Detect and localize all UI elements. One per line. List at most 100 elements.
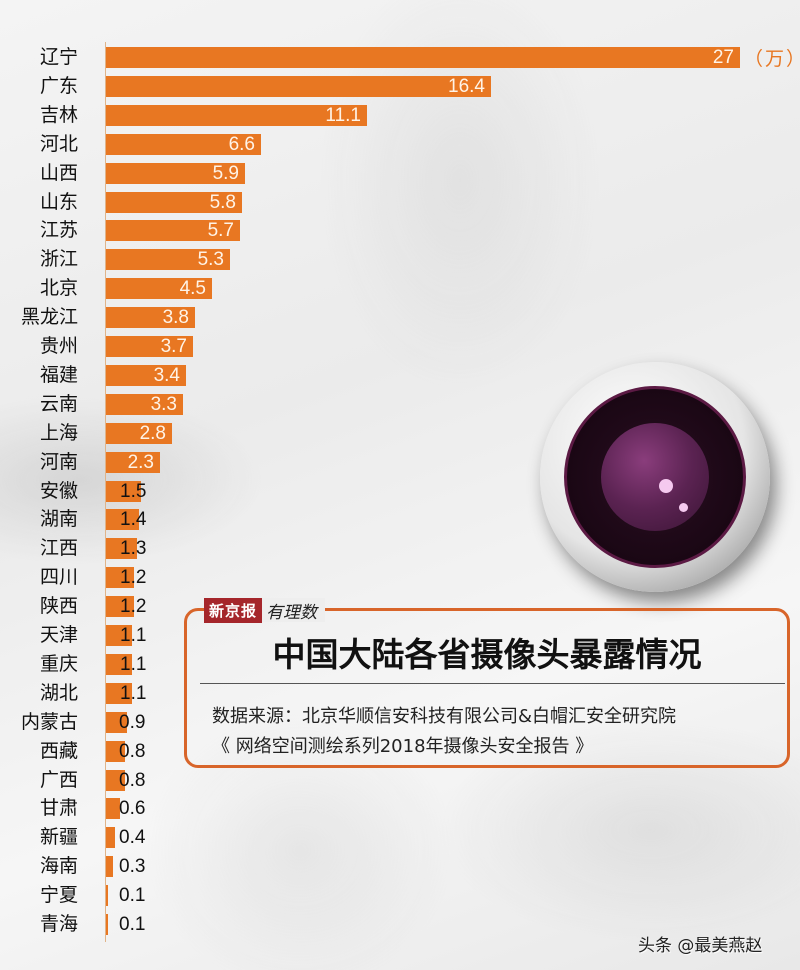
category-label: 海南 xyxy=(39,855,78,878)
data-source: 数据来源：北京华顺信安科技有限公司&白帽汇安全研究院 xyxy=(212,706,677,727)
bar xyxy=(106,104,367,126)
unit-label: （万） xyxy=(744,48,800,70)
bar-row: 黑龙江 3.8 xyxy=(0,303,800,332)
bar xyxy=(106,336,193,357)
value-label: 16.4 xyxy=(448,75,485,97)
title-box xyxy=(184,608,790,768)
bar-row: 甘肃 0.6 xyxy=(0,794,800,823)
value-label: 3.4 xyxy=(153,364,180,386)
bar xyxy=(106,249,230,271)
category-label: 河南 xyxy=(39,450,78,473)
bar-row: 湖南 1.4 xyxy=(0,505,800,534)
bar xyxy=(106,798,120,820)
value-label: 1.1 xyxy=(120,625,147,646)
category-label: 青海 xyxy=(39,913,78,935)
category-label: 山东 xyxy=(39,190,78,213)
value-label: 4.5 xyxy=(179,278,206,300)
bar-row: 吉林 11.1 xyxy=(0,101,800,130)
lens-glint xyxy=(659,479,673,493)
value-label: 5.7 xyxy=(207,220,234,242)
bar xyxy=(106,364,186,386)
bar xyxy=(106,451,160,473)
category-label: 江西 xyxy=(39,537,78,560)
bar xyxy=(106,538,137,560)
brand-name: 新京报 xyxy=(204,597,263,623)
bar-row: 云南 3.3 xyxy=(0,390,800,419)
category-label: 重庆 xyxy=(39,652,78,675)
bar-row: 海南 0.3 xyxy=(0,852,800,881)
value-label: 11.1 xyxy=(325,104,361,126)
bar xyxy=(106,914,108,935)
value-label: 1.3 xyxy=(120,538,147,560)
value-label: 1.2 xyxy=(120,596,147,618)
category-label: 内蒙古 xyxy=(20,710,78,733)
bar xyxy=(106,827,115,849)
category-label: 北京 xyxy=(39,277,78,300)
value-label: 1.5 xyxy=(120,480,147,502)
bar-row: 内蒙古 0.9 xyxy=(0,708,800,737)
bar-row: 广东 16.4 xyxy=(0,72,800,101)
bar-row: 广西 0.8 xyxy=(0,766,800,795)
value-label: 3.8 xyxy=(162,307,189,329)
bar-row: 江苏 5.7 xyxy=(0,216,800,245)
brand-column: 有理数 xyxy=(266,602,318,623)
bar-row: 天津 1.1 xyxy=(0,621,800,650)
bar xyxy=(106,596,134,618)
value-label: 5.8 xyxy=(209,191,236,213)
value-label: 0.3 xyxy=(119,856,146,878)
category-label: 河北 xyxy=(39,132,78,155)
divider xyxy=(200,683,785,684)
bar-row: 西藏 0.8 xyxy=(0,737,800,766)
lens-glass xyxy=(601,423,709,531)
category-label: 黑龙江 xyxy=(20,306,78,329)
bar xyxy=(106,885,108,907)
category-label: 福建 xyxy=(39,363,78,386)
category-label: 新疆 xyxy=(39,826,78,849)
bar-row: 山西 5.9 xyxy=(0,159,800,188)
bar-row: 北京 4.5 xyxy=(0,274,800,303)
report-name: 《 网络空间测绘系列2018年摄像头安全报告 》 xyxy=(212,736,594,757)
bar-row: 山东 5.8 xyxy=(0,188,800,217)
bar xyxy=(106,75,491,97)
category-label: 吉林 xyxy=(39,103,78,126)
value-label: 0.6 xyxy=(119,798,146,820)
brand-logo: 新京报 有理数 xyxy=(204,597,326,623)
category-label: 广东 xyxy=(39,74,78,97)
category-label: 云南 xyxy=(39,392,78,415)
bar xyxy=(106,653,132,675)
category-label: 西藏 xyxy=(39,739,78,762)
bar-row: 江西 1.3 xyxy=(0,534,800,563)
value-label: 2.3 xyxy=(127,451,154,473)
bar-row: 宁夏 0.1 xyxy=(0,881,800,910)
bar-row: 贵州 3.7 xyxy=(0,332,800,361)
category-label: 湖北 xyxy=(39,681,78,704)
category-label: 宁夏 xyxy=(39,884,78,907)
bar xyxy=(106,133,261,155)
category-label: 江苏 xyxy=(39,219,78,242)
bar-row: 福建 3.4 xyxy=(0,361,800,390)
bar-row: 湖北 1.1 xyxy=(0,679,800,708)
bar-row: 青海 0.1 xyxy=(0,910,800,939)
value-label: 3.7 xyxy=(160,336,187,357)
value-label: 1.2 xyxy=(120,567,147,589)
value-label: 1.1 xyxy=(120,682,147,704)
value-label: 3.3 xyxy=(150,393,177,415)
value-label: 5.3 xyxy=(197,249,224,271)
category-label: 浙江 xyxy=(39,248,78,271)
bar xyxy=(106,278,212,300)
value-label: 0.9 xyxy=(119,711,146,733)
bar-row: 河北 6.6 xyxy=(0,130,800,159)
value-label: 6.6 xyxy=(228,133,255,155)
category-label: 辽宁 xyxy=(39,46,78,68)
watermark: 头条 @最美燕赵 xyxy=(638,936,763,956)
bar-row: 重庆 1.1 xyxy=(0,650,800,679)
camera-lens-icon xyxy=(540,362,770,592)
bar xyxy=(106,307,195,329)
lens-ring xyxy=(564,386,746,568)
bar xyxy=(106,191,242,213)
bar xyxy=(106,625,132,646)
bar xyxy=(106,480,141,502)
value-label: 0.8 xyxy=(119,769,146,791)
value-label: 0.4 xyxy=(119,827,146,849)
